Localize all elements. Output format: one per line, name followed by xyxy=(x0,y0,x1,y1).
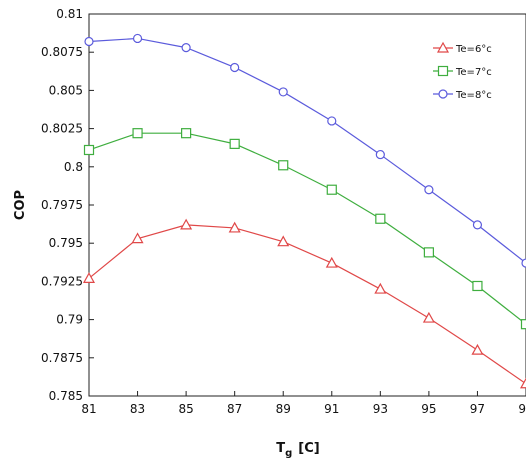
y-tick-label: 0.8075 xyxy=(41,45,83,59)
data-point xyxy=(228,221,241,233)
data-point xyxy=(374,282,387,294)
data-point xyxy=(132,128,143,139)
data-point xyxy=(472,220,483,230)
x-tick-label: 81 xyxy=(81,402,96,416)
legend-marker xyxy=(438,89,448,99)
y-tick-label: 0.805 xyxy=(49,83,83,97)
x-tick-label: 97 xyxy=(470,402,485,416)
data-point xyxy=(472,280,483,292)
data-point xyxy=(180,218,193,230)
data-point xyxy=(375,149,385,160)
x-axis-title-subscript: g xyxy=(285,448,292,459)
y-tick-label: 0.795 xyxy=(49,236,83,250)
y-tick-labels: 0.785 0.7875 0.79 0.7925 0.795 0.7975 0.8 0.802… xyxy=(41,7,83,403)
y-tick-label: 0.81 xyxy=(56,7,83,21)
x-tick-label: 99 xyxy=(518,402,526,416)
x-tick-labels: 81 83 85 87 89 91 93 95 97 99 xyxy=(81,402,526,416)
data-point xyxy=(84,36,94,47)
y-tick-label: 0.8 xyxy=(64,160,83,174)
x-tick-label: 85 xyxy=(178,402,193,416)
legend-marker xyxy=(437,65,449,77)
data-point xyxy=(277,235,290,247)
data-point xyxy=(278,87,288,97)
y-axis-title: COP xyxy=(13,190,28,220)
series-layer xyxy=(82,33,526,389)
data-point xyxy=(181,43,191,53)
x-axis-title-unit: [C] xyxy=(298,441,319,456)
data-point xyxy=(423,247,434,258)
data-point xyxy=(471,343,484,355)
data-point xyxy=(521,258,526,268)
data-point xyxy=(82,272,96,283)
data-point xyxy=(131,232,144,244)
y-tick-label: 0.79 xyxy=(56,313,83,327)
tick-marks xyxy=(88,13,526,397)
data-point xyxy=(83,144,95,156)
y-tick-label: 0.8025 xyxy=(41,122,83,136)
data-point xyxy=(229,138,240,149)
legend-marker xyxy=(436,41,450,53)
x-tick-label: 89 xyxy=(276,402,291,416)
legend-label: Te=8°c xyxy=(455,90,492,101)
data-point xyxy=(519,377,526,389)
series-triangle xyxy=(82,218,526,389)
data-point xyxy=(278,160,289,171)
y-tick-label: 0.785 xyxy=(49,389,83,403)
y-tick-label: 0.7925 xyxy=(41,274,83,288)
data-point xyxy=(181,128,192,139)
x-tick-label: 93 xyxy=(373,402,388,416)
series-square xyxy=(83,128,526,330)
legend-label: Te=6°c xyxy=(455,44,492,55)
series-line xyxy=(88,224,526,385)
data-point xyxy=(424,185,434,195)
x-axis-title-main: T xyxy=(276,441,285,456)
data-point xyxy=(520,319,526,330)
legend-label: Te=7°c xyxy=(455,67,492,78)
series-line xyxy=(88,132,526,325)
series-line xyxy=(88,37,526,264)
data-point xyxy=(230,62,240,73)
x-tick-label: 91 xyxy=(324,402,339,416)
legend: Te=6°c Te=7°c Te=8°c xyxy=(433,41,492,101)
x-axis-title: Tg [C] xyxy=(276,441,319,459)
data-point xyxy=(325,256,338,268)
x-tick-label: 95 xyxy=(421,402,436,416)
data-point xyxy=(327,116,337,126)
data-point xyxy=(132,33,143,44)
y-tick-label: 0.7975 xyxy=(41,198,83,212)
series-circle xyxy=(84,33,526,268)
y-tick-label: 0.7875 xyxy=(41,351,83,365)
data-point xyxy=(326,184,337,195)
data-point xyxy=(375,213,386,224)
x-tick-label: 87 xyxy=(227,402,242,416)
x-tick-label: 83 xyxy=(130,402,145,416)
data-point xyxy=(422,311,435,323)
